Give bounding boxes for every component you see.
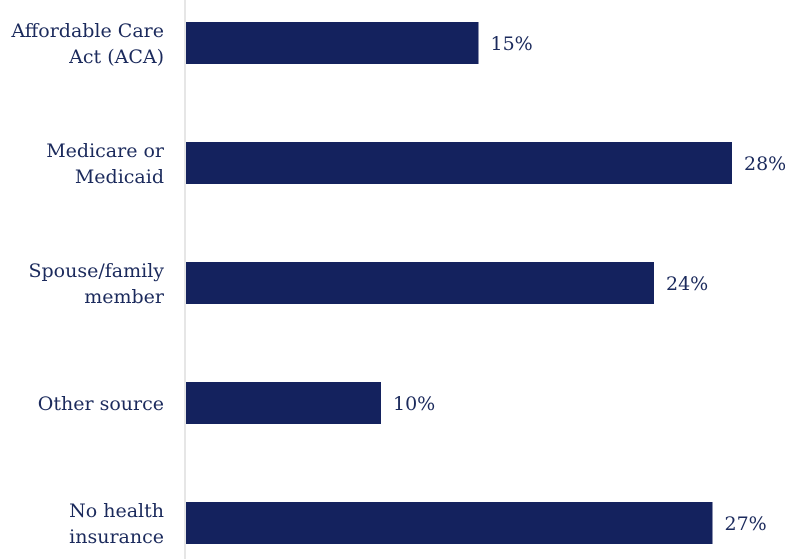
category-label-line: Spouse/family xyxy=(28,260,164,282)
category-label-line: Other source xyxy=(38,393,164,415)
category-label-line: Medicare or xyxy=(46,140,165,162)
category-label-2: Spouse/family member xyxy=(28,260,164,308)
bar-1 xyxy=(186,142,732,184)
category-labels-group: Affordable Care Act (ACA)Medicare or Medic… xyxy=(10,20,165,548)
value-label-2: 24% xyxy=(666,273,708,295)
category-label-line: Affordable Care xyxy=(10,20,164,42)
category-label-4: No health insurance xyxy=(69,500,164,548)
category-label-0: Affordable Care Act (ACA) xyxy=(10,20,164,68)
category-label-line: member xyxy=(84,286,165,308)
category-label-line: insurance xyxy=(69,526,164,548)
bar-0 xyxy=(186,22,479,64)
value-labels-group: 15% 28% 24% 10% 27% xyxy=(393,33,785,535)
bar-4 xyxy=(186,502,713,544)
category-label-line: Medicaid xyxy=(75,166,164,188)
value-label-3: 10% xyxy=(393,393,435,415)
value-label-1: 28% xyxy=(744,153,785,175)
bar-3 xyxy=(186,382,381,424)
bars-group xyxy=(186,22,732,544)
category-label-3: Other source xyxy=(38,393,164,415)
value-label-4: 27% xyxy=(725,513,767,535)
value-label-0: 15% xyxy=(491,33,533,55)
category-label-line: Act (ACA) xyxy=(68,46,164,68)
category-label-line: No health xyxy=(69,500,164,522)
bar-2 xyxy=(186,262,654,304)
category-label-1: Medicare or Medicaid xyxy=(46,140,165,188)
